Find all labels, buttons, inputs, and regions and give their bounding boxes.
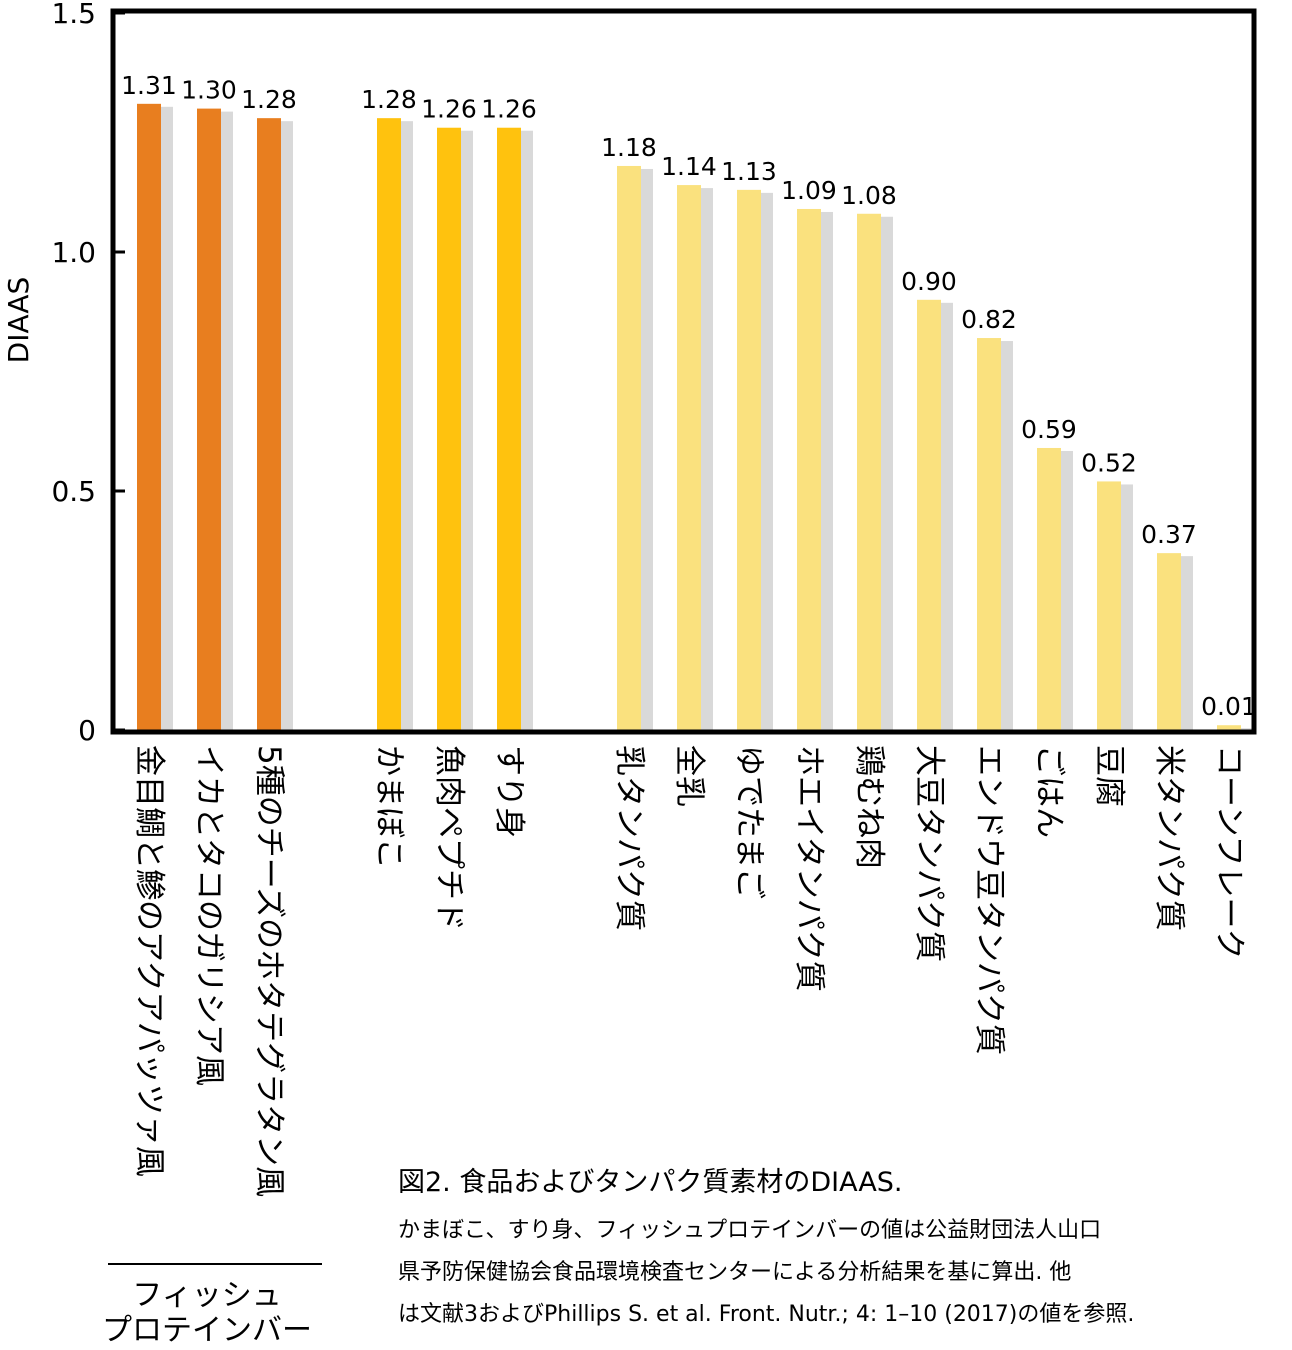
value-label: 0.90 [901,267,957,296]
category-label: ごはん [1031,745,1067,838]
category-label: イカとタコのガリシア風 [191,745,227,1086]
value-label: 0.37 [1141,520,1197,549]
value-label: 0.59 [1021,415,1077,444]
value-labels-layer: 1.31 1.30 1.28 1.28 1.26 1.261.181.14 1.131.09… [121,71,1257,721]
bar [1157,553,1181,730]
value-label: 0.52 [1081,448,1137,477]
y-axis-label: DIAAS [2,277,35,364]
caption-line-1: かまぼこ、すり身、フィッシュプロテインバーの値は公益財団法人山口 [398,1218,1102,1243]
value-label: 1.26 [481,95,537,124]
category-label: ホエイタンパク質 [791,745,827,992]
bar [677,185,701,730]
bars-layer [137,103,1253,731]
bar [917,299,941,730]
value-label: 1.18 [601,133,657,162]
plot-frame [110,8,1257,735]
bar [617,165,641,730]
bar [197,108,221,731]
category-label: 5種のチーズのホタテグラタン風 [251,745,287,1197]
category-label: すり身 [491,745,527,838]
value-label: 1.28 [241,85,297,114]
value-label: 1.09 [781,176,837,205]
bar [797,208,821,731]
bar [377,118,401,730]
bar [137,103,161,730]
y-tick-label: 0.5 [51,475,96,508]
category-label: 乳タンパク質 [611,745,647,931]
value-label: 0.82 [961,305,1017,334]
bar [857,213,881,730]
caption-line-2: 県予防保健協会食品環境検査センターによる分析結果を基に算出. 他 [398,1260,1072,1285]
value-label: 1.31 [121,71,177,100]
group-label-line-1: フィッシュ [132,1278,281,1313]
category-label: 金目鯛と鯵のアクアパッツァ風 [131,745,167,1177]
bar [1037,447,1061,730]
caption-title: 図2. 食品およびタンパク質素材のDIAAS. [398,1167,903,1198]
category-label: ゆでたまご [731,745,767,899]
category-label: エンドウ豆タンパク質 [971,745,1007,1055]
bar [737,189,761,731]
value-label: 1.13 [721,157,777,186]
category-label: かまぼこ [371,745,407,869]
category-label: 大豆タンパク質 [911,745,947,962]
category-label: 豆腐 [1091,745,1127,807]
category-label: 魚肉ペプチド [431,745,467,931]
y-tick-label: 1.5 [51,0,96,30]
value-label: 0.01 [1201,692,1257,721]
category-label: 米タンパク質 [1151,745,1187,931]
bar [437,127,461,731]
bar [977,338,1001,730]
y-tick-label: 1.0 [51,236,96,269]
value-label: 1.14 [661,152,717,181]
value-label: 1.30 [181,76,237,105]
category-label: コーンフレーク [1211,745,1247,960]
bar [1097,481,1121,730]
caption-body: かまぼこ、すり身、フィッシュプロテインバーの値は公益財団法人山口 県予防保健協会… [398,1210,1288,1336]
y-tick-label: 0 [78,714,96,747]
category-labels-layer: 金目鯛と鯵のアクアパッツァ風 イカとタコのガリシア風 5種のチーズのホタテグラタン風… [131,745,1247,1197]
category-label: 全乳 [671,745,707,807]
bar [1217,725,1241,730]
y-axis-ticks: 0 0.5 1.0 1.5 [51,0,125,747]
value-label: 1.26 [421,95,477,124]
value-label: 1.28 [361,85,417,114]
category-label: 鶏むね肉 [851,745,887,869]
figure-caption: 図2. 食品およびタンパク質素材のDIAAS. かまぼこ、すり身、フィッシュプロ… [398,1162,1288,1336]
group-label-line-2: プロテインバー [102,1313,312,1348]
value-label: 1.08 [841,181,897,210]
bar [497,127,521,731]
bar [257,118,281,730]
caption-line-3: は文献3およびPhillips S. et al. Front. Nutr.; … [398,1302,1135,1327]
